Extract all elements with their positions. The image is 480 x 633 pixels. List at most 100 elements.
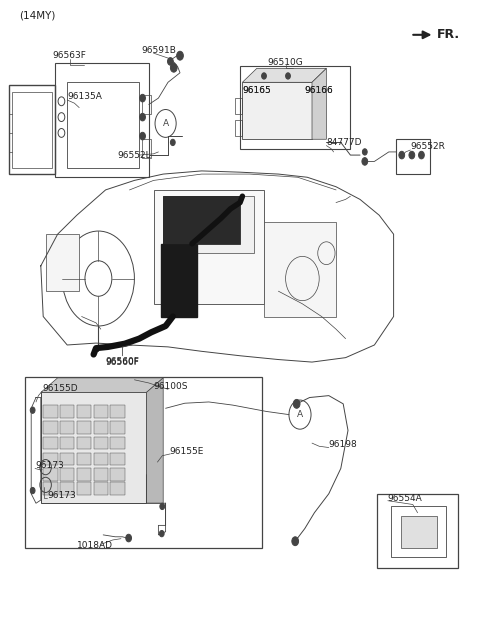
Text: 96155E: 96155E xyxy=(169,447,204,456)
Bar xyxy=(43,405,58,418)
Polygon shape xyxy=(41,378,163,392)
Bar xyxy=(55,63,149,177)
Text: 96552R: 96552R xyxy=(410,142,445,151)
Polygon shape xyxy=(242,68,326,82)
Bar xyxy=(41,392,146,503)
Bar xyxy=(46,234,79,291)
Bar xyxy=(110,437,125,449)
Bar xyxy=(264,222,336,316)
Bar xyxy=(25,377,262,548)
Text: 96173: 96173 xyxy=(35,461,64,470)
Circle shape xyxy=(126,534,132,542)
Text: 84777D: 84777D xyxy=(326,138,362,147)
Bar xyxy=(110,482,125,495)
Circle shape xyxy=(140,94,145,102)
Circle shape xyxy=(168,58,173,65)
Bar xyxy=(60,421,74,434)
Bar xyxy=(43,437,58,449)
Bar xyxy=(110,453,125,465)
Circle shape xyxy=(293,399,300,408)
Bar xyxy=(60,405,74,418)
Bar xyxy=(94,437,108,449)
Polygon shape xyxy=(146,378,163,503)
Bar xyxy=(94,453,108,465)
Text: 96552L: 96552L xyxy=(118,151,151,160)
Bar xyxy=(110,405,125,418)
Bar xyxy=(235,120,242,136)
Text: 96510G: 96510G xyxy=(267,58,303,66)
Bar xyxy=(142,95,151,114)
Text: 96554A: 96554A xyxy=(388,494,422,503)
Text: 96135A: 96135A xyxy=(67,92,102,101)
Bar xyxy=(77,453,91,465)
Text: 96173: 96173 xyxy=(47,491,76,500)
Circle shape xyxy=(30,487,35,494)
Text: 96560F: 96560F xyxy=(106,358,139,367)
Text: A: A xyxy=(163,119,168,128)
Circle shape xyxy=(262,73,266,79)
Circle shape xyxy=(362,149,367,155)
Bar xyxy=(67,82,139,168)
Text: 96166: 96166 xyxy=(305,86,334,95)
Bar xyxy=(9,85,55,174)
Bar xyxy=(77,421,91,434)
Bar xyxy=(77,468,91,481)
Text: 96560F: 96560F xyxy=(106,357,139,366)
Text: A: A xyxy=(297,410,303,419)
Bar xyxy=(43,468,58,481)
Bar xyxy=(240,66,350,149)
Circle shape xyxy=(286,73,290,79)
Polygon shape xyxy=(312,68,326,139)
Circle shape xyxy=(170,63,177,72)
Bar xyxy=(110,421,125,434)
Bar xyxy=(391,506,446,557)
Bar xyxy=(12,92,52,168)
Circle shape xyxy=(140,113,145,121)
Circle shape xyxy=(292,537,299,546)
Bar xyxy=(396,139,430,174)
Text: FR.: FR. xyxy=(437,28,460,41)
Text: 96165: 96165 xyxy=(242,86,271,95)
Text: 1018AD: 1018AD xyxy=(77,541,113,550)
Bar xyxy=(142,139,151,158)
Bar xyxy=(235,98,242,114)
Bar xyxy=(60,453,74,465)
Bar xyxy=(77,437,91,449)
Text: 96100S: 96100S xyxy=(154,382,188,391)
Bar xyxy=(43,421,58,434)
Circle shape xyxy=(160,503,165,510)
Circle shape xyxy=(159,530,164,537)
Bar xyxy=(60,437,74,449)
Bar xyxy=(377,494,458,568)
Circle shape xyxy=(177,51,183,60)
Text: 96155D: 96155D xyxy=(42,384,78,392)
Text: 96591B: 96591B xyxy=(142,46,177,55)
Bar xyxy=(60,468,74,481)
Bar xyxy=(60,482,74,495)
Circle shape xyxy=(419,151,424,159)
Bar xyxy=(94,421,108,434)
Bar xyxy=(94,405,108,418)
Circle shape xyxy=(409,151,415,159)
Circle shape xyxy=(30,407,35,413)
Bar xyxy=(154,190,264,304)
Text: 96165: 96165 xyxy=(242,86,271,95)
Bar xyxy=(43,453,58,465)
Bar xyxy=(77,405,91,418)
Bar xyxy=(43,482,58,495)
Circle shape xyxy=(399,151,405,159)
Bar xyxy=(94,482,108,495)
Bar xyxy=(110,468,125,481)
Bar xyxy=(163,196,254,253)
Bar xyxy=(242,82,312,139)
Bar xyxy=(94,468,108,481)
Circle shape xyxy=(362,158,368,165)
Bar xyxy=(163,196,240,244)
Circle shape xyxy=(140,132,145,140)
Text: 96166: 96166 xyxy=(305,86,334,95)
Bar xyxy=(77,482,91,495)
Text: 96198: 96198 xyxy=(329,441,358,449)
Text: 96563F: 96563F xyxy=(53,51,86,60)
Bar xyxy=(401,516,437,548)
Circle shape xyxy=(170,139,175,146)
